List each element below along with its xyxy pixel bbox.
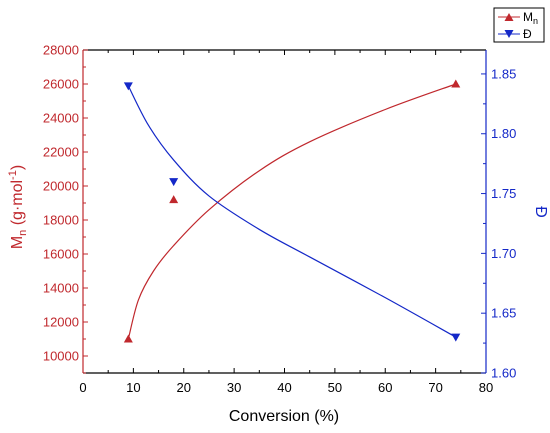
data-markers	[123, 79, 461, 343]
data-point-mn	[451, 79, 461, 88]
legend-label-mn: Mn	[523, 10, 538, 26]
data-point-dispersity	[451, 333, 461, 342]
y-right-axis: 1.60 1.65 1.70 1.75 1.80 1.85	[481, 50, 516, 381]
x-tick-label: 60	[378, 380, 392, 395]
series-line-dispersity	[127, 85, 457, 338]
x-tick-label: 80	[479, 380, 493, 395]
data-point-dispersity	[169, 178, 179, 187]
y-left-label-exp: -1	[7, 170, 19, 180]
y-right-tick-label: 1.70	[491, 246, 516, 261]
y-left-tick-label: 18000	[43, 213, 79, 228]
x-tick-label: 70	[428, 380, 442, 395]
data-point-mn	[123, 334, 133, 343]
y-left-tick-label: 16000	[43, 247, 79, 262]
y-left-label-sub: n	[17, 230, 29, 236]
x-tick-label: 0	[79, 380, 86, 395]
y-left-tick-label: 28000	[43, 43, 79, 58]
y-right-axis-title: Đ	[532, 206, 549, 218]
y-left-tick-label: 24000	[43, 111, 79, 126]
y-left-tick-label: 20000	[43, 179, 79, 194]
x-tick-label: 50	[328, 380, 342, 395]
y-left-label-main: M	[9, 236, 26, 249]
y-left-tick-label: 26000	[43, 77, 79, 92]
data-point-dispersity	[123, 82, 133, 91]
y-left-label-end: )	[9, 165, 26, 170]
x-tick-label: 30	[227, 380, 241, 395]
y-left-tick-label: 12000	[43, 315, 79, 330]
x-tick-label: 20	[177, 380, 191, 395]
data-point-mn	[169, 195, 179, 204]
y-right-tick-label: 1.65	[491, 306, 516, 321]
legend-box	[493, 7, 545, 43]
x-axis-title: Conversion (%)	[229, 408, 339, 425]
y-left-axis: 10000 12000 14000 16000 18000 20000 22000 24000…	[43, 43, 88, 374]
y-right-tick-label: 1.60	[491, 366, 516, 381]
x-tick-label: 40	[277, 380, 291, 395]
y-left-axis-title: Mn (g·mol-1)	[7, 165, 29, 249]
y-left-tick-label: 22000	[43, 145, 79, 160]
legend-marker-mn	[504, 13, 514, 21]
legend-label-d: Đ	[523, 27, 532, 41]
x-tick-label: 10	[126, 380, 140, 395]
y-right-tick-label: 1.85	[491, 66, 516, 81]
series-line-mn	[127, 83, 456, 340]
y-left-label-unit: (g·mol	[9, 180, 26, 230]
legend: Mn Đ	[493, 7, 545, 43]
y-right-tick-label: 1.75	[491, 186, 516, 201]
y-right-tick-label: 1.80	[491, 126, 516, 141]
legend-marker-d	[504, 30, 514, 38]
y-left-tick-label: 14000	[43, 281, 79, 296]
y-left-tick-label: 10000	[43, 349, 79, 364]
x-axis: 0 10 20 30 40 50 60 70 80	[79, 49, 493, 395]
fit-curves	[127, 83, 457, 340]
